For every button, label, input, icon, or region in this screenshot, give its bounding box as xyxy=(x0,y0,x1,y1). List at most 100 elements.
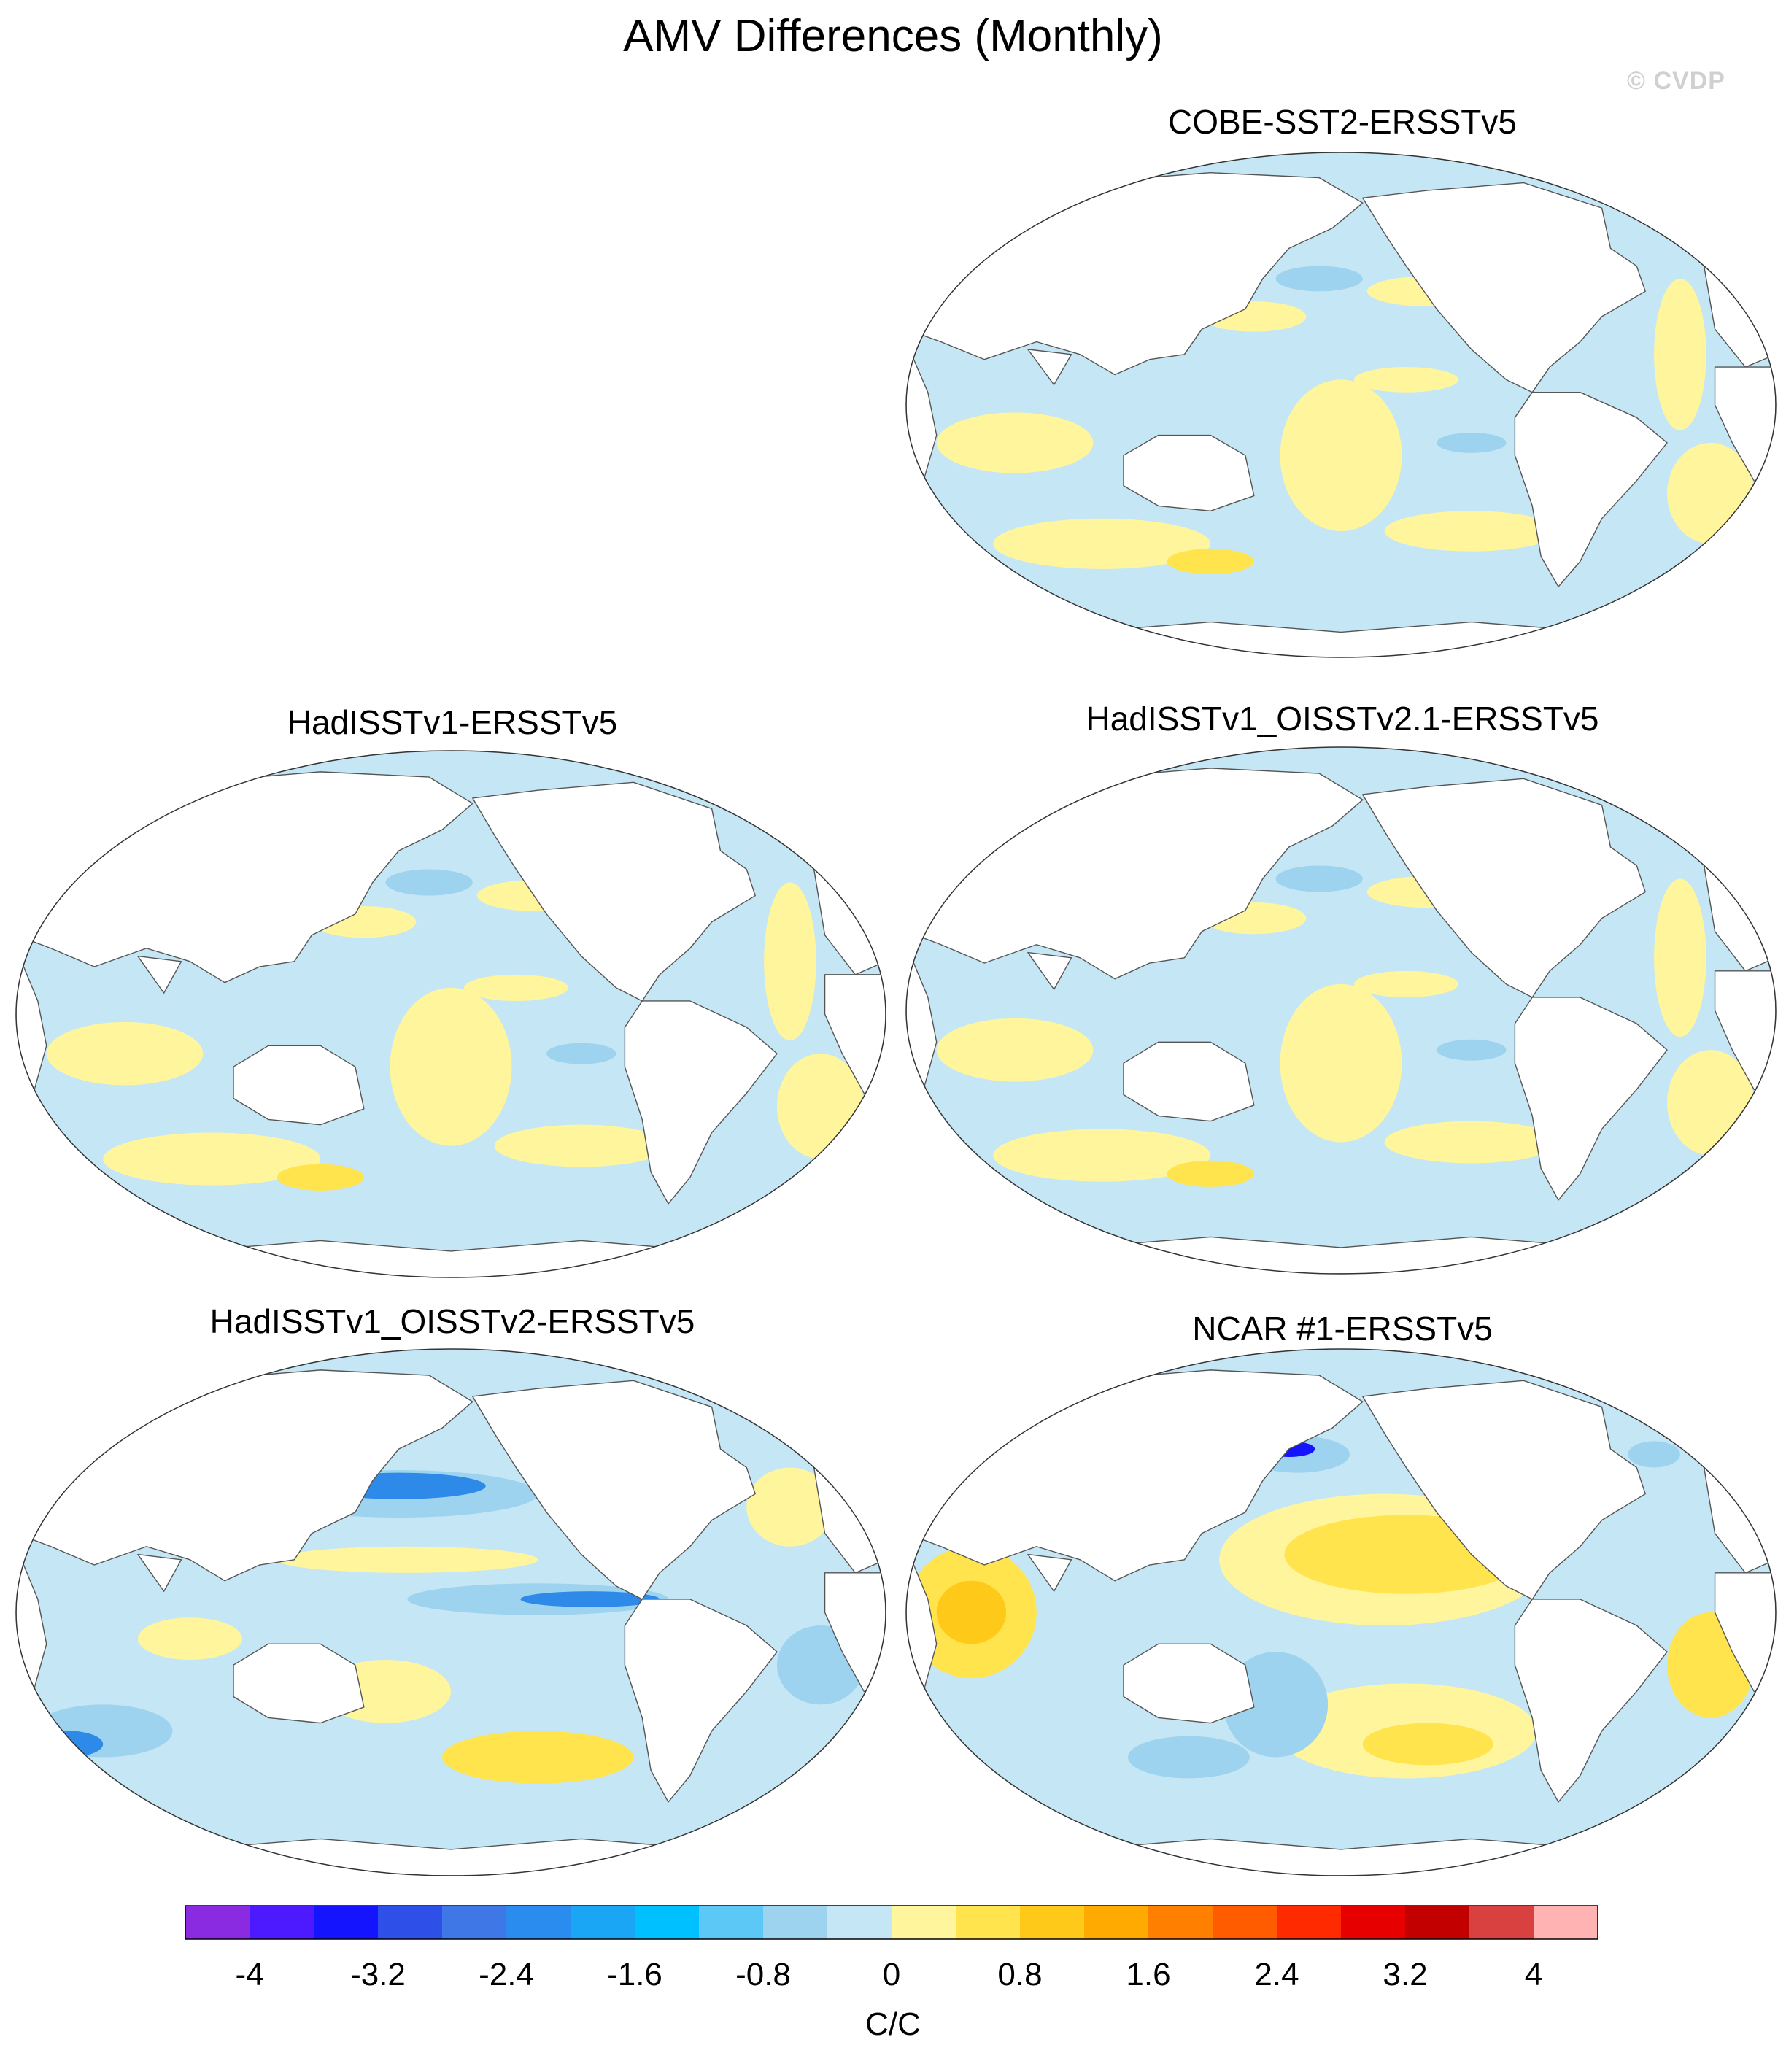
anomaly-region xyxy=(46,1021,204,1086)
map-panel-hadisst-oisstv21 xyxy=(905,746,1777,1275)
landmass-india xyxy=(1027,349,1072,386)
anomaly-region xyxy=(1223,1652,1329,1758)
anomaly-region xyxy=(1437,1039,1507,1061)
anomaly-region xyxy=(936,1018,1094,1082)
landmass-india xyxy=(137,955,182,994)
colorbar-swatch xyxy=(506,1906,571,1939)
landmass-australia xyxy=(1123,434,1255,512)
anomaly-region xyxy=(1275,865,1363,892)
anomaly-region xyxy=(385,869,473,896)
globe-outline xyxy=(15,1348,886,1876)
anomaly-region xyxy=(1654,279,1706,430)
landmass-africaE xyxy=(1714,1572,1776,1706)
anomaly-region xyxy=(1384,1121,1558,1164)
colorbar-swatch xyxy=(314,1906,379,1939)
anomaly-region xyxy=(1280,379,1402,531)
cvdp-watermark: © CVDP xyxy=(1627,67,1725,95)
anomaly-region xyxy=(494,1124,668,1167)
colorbar-swatch xyxy=(1213,1906,1277,1939)
colorbar-swatch xyxy=(250,1906,314,1939)
globe-outline xyxy=(905,746,1777,1275)
landmass-africaE xyxy=(1714,366,1776,494)
colorbar-swatch xyxy=(635,1906,700,1939)
colorbar-swatch xyxy=(442,1906,507,1939)
colorbar-tick-label: -1.6 xyxy=(607,1957,662,1992)
anomaly-region xyxy=(1353,367,1458,393)
anomaly-region xyxy=(1167,549,1254,574)
colorbar-swatch xyxy=(827,1906,892,1939)
anomaly-region xyxy=(1628,1441,1680,1468)
colorbar-swatch xyxy=(1469,1906,1534,1939)
landmass-india xyxy=(1027,1553,1072,1592)
colorbar-swatch xyxy=(763,1906,828,1939)
landmass-australia xyxy=(1123,1041,1255,1122)
map-panel-ncar xyxy=(905,1348,1777,1876)
landmass-samerica xyxy=(624,1599,778,1803)
colorbar-tick-label: 3.2 xyxy=(1383,1957,1428,1992)
colorbar-swatch xyxy=(1341,1906,1406,1939)
anomaly-region xyxy=(993,1129,1211,1182)
colorbar-tick-label: 0 xyxy=(882,1957,901,1992)
colorbar-tick-label: -4 xyxy=(235,1957,264,1992)
anomaly-region xyxy=(277,1546,538,1573)
anomaly-region xyxy=(546,1043,616,1064)
map-panel-hadisst-oisstv2 xyxy=(15,1348,886,1876)
anomaly-region xyxy=(1362,1723,1493,1766)
colorbar-swatch xyxy=(1405,1906,1470,1939)
landmass-namerica xyxy=(472,1380,756,1600)
landmass-samerica xyxy=(624,1000,778,1205)
landmass-samerica xyxy=(1514,1599,1668,1803)
globe-outline xyxy=(15,750,886,1278)
landmass-samerica xyxy=(1514,392,1668,587)
landmass-australia xyxy=(233,1045,365,1126)
anomaly-region xyxy=(1353,970,1458,997)
colorbar-tick-label: -3.2 xyxy=(350,1957,406,1992)
anomaly-region xyxy=(137,1617,242,1660)
panel-title-hadisst-oisstv2: HadISSTv1_OISSTv2-ERSSTv5 xyxy=(209,1302,695,1340)
anomaly-region xyxy=(746,1467,834,1547)
panel-title-cobe: COBE-SST2-ERSSTv5 xyxy=(1168,103,1517,141)
anomaly-region xyxy=(103,1132,321,1186)
anomaly-region xyxy=(1280,983,1402,1143)
figure-title: AMV Differences (Monthly) xyxy=(623,11,1163,61)
landmass-namerica xyxy=(1362,182,1646,393)
anomaly-region xyxy=(442,1731,634,1784)
anomaly-region xyxy=(1127,1736,1250,1779)
anomaly-region xyxy=(1437,433,1507,453)
landmass-namerica xyxy=(1362,1380,1646,1600)
colorbar-tick-label: 0.8 xyxy=(997,1957,1043,1992)
anomaly-region xyxy=(463,974,568,1001)
landmass-africaE xyxy=(1714,970,1776,1104)
colorbar-tick-label: -2.4 xyxy=(479,1957,534,1992)
colorbar-tick-label: 1.6 xyxy=(1126,1957,1171,1992)
landmass-australia xyxy=(1123,1643,1255,1724)
colorbar-swatch xyxy=(378,1906,443,1939)
anomaly-region xyxy=(936,412,1094,473)
anomaly-region xyxy=(936,1580,1007,1644)
landmass-australia xyxy=(233,1643,365,1724)
landmass-india xyxy=(137,1553,182,1592)
colorbar-swatch xyxy=(956,1906,1021,1939)
anomaly-region xyxy=(1167,1160,1254,1187)
panel-title-hadisst-oisstv21: HadISSTv1_OISSTv2.1-ERSSTv5 xyxy=(1086,700,1599,738)
colorbar-tick-label: 4 xyxy=(1524,1957,1543,1992)
map-panel-cobe xyxy=(905,152,1777,658)
landmass-samerica xyxy=(1514,997,1668,1201)
landmass-namerica xyxy=(472,781,756,1002)
colorbar-swatch xyxy=(571,1906,635,1939)
colorbar-swatch xyxy=(1148,1906,1213,1939)
anomaly-region xyxy=(1654,878,1706,1037)
colorbar-swatch xyxy=(1277,1906,1342,1939)
anomaly-region xyxy=(1384,511,1558,552)
colorbar-tick-label: -0.8 xyxy=(735,1957,791,1992)
map-panel-hadisst xyxy=(15,750,886,1278)
landmass-india xyxy=(1027,951,1072,990)
globe-outline xyxy=(905,1348,1777,1876)
panel-title-ncar: NCAR #1-ERSSTv5 xyxy=(1192,1310,1493,1348)
colorbar-swatch xyxy=(1534,1906,1598,1939)
landmass-africaE xyxy=(824,974,886,1107)
colorbar-swatch xyxy=(185,1906,250,1939)
colorbar-swatch xyxy=(1020,1906,1085,1939)
colorbar-tick-label: 2.4 xyxy=(1254,1957,1299,1992)
